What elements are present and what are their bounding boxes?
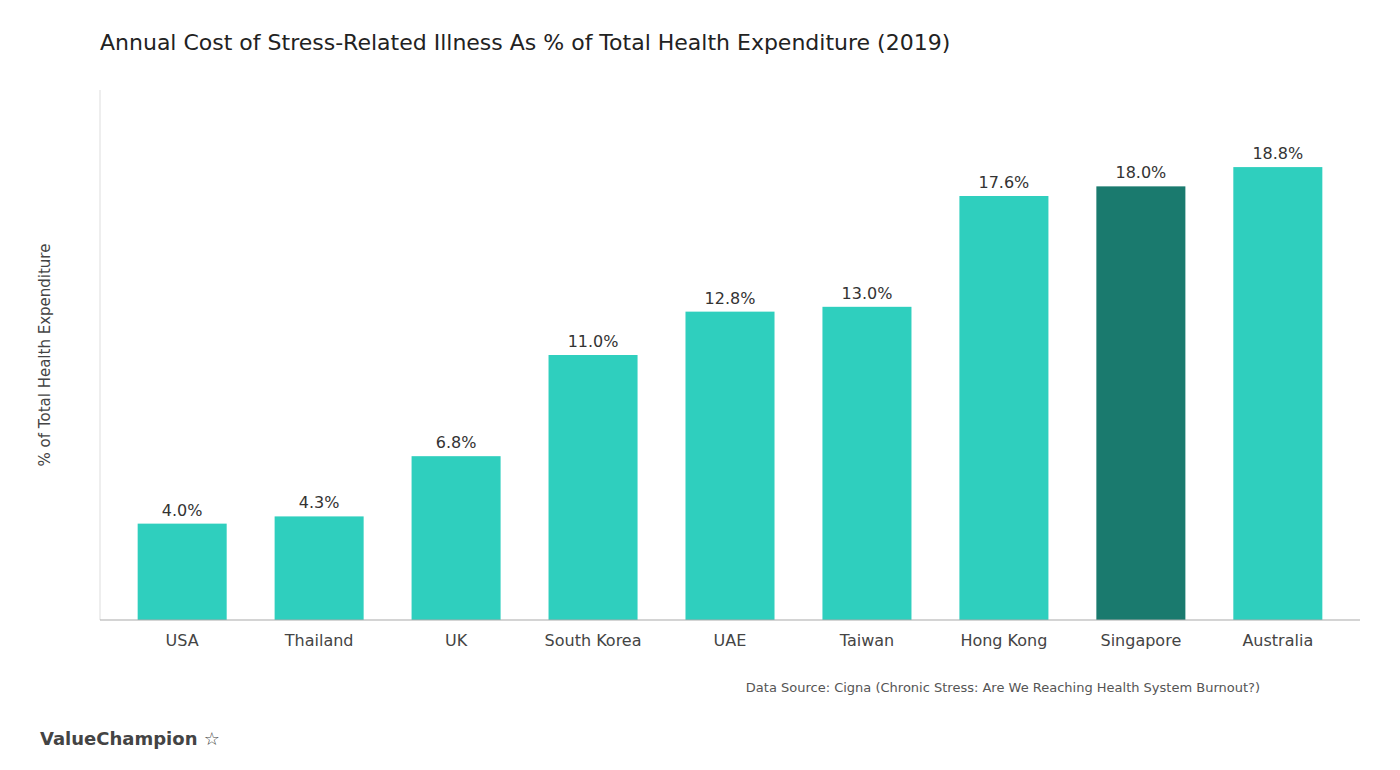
x-tick-label: Hong Kong xyxy=(960,631,1047,650)
y-axis-line xyxy=(100,90,101,620)
y-axis-label: % of Total Health Expenditure xyxy=(36,244,54,467)
title: Annual Cost of Stress-Related Illness As… xyxy=(100,30,950,55)
bar xyxy=(549,355,638,620)
data-label: 6.8% xyxy=(436,433,477,452)
x-tick-label: Taiwan xyxy=(839,631,894,650)
x-tick-label: Thailand xyxy=(284,631,354,650)
data-label: 4.0% xyxy=(162,501,203,520)
data-label: 11.0% xyxy=(568,332,619,351)
bar xyxy=(959,196,1048,620)
data-label: 18.0% xyxy=(1115,163,1166,182)
x-axis-line xyxy=(100,619,1360,620)
data-label: 4.3% xyxy=(299,493,340,512)
bar xyxy=(1096,186,1185,620)
data-label: 13.0% xyxy=(842,284,893,303)
source-note: Data Source: Cigna (Chronic Stress: Are … xyxy=(746,680,1260,695)
chart-container: Annual Cost of Stress-Related Illness As… xyxy=(0,0,1400,770)
data-label: 17.6% xyxy=(978,173,1029,192)
bars xyxy=(138,167,1323,620)
x-tick-label: South Korea xyxy=(545,631,642,650)
data-label: 18.8% xyxy=(1252,144,1303,163)
x-tick-label: UK xyxy=(445,631,468,650)
bar xyxy=(138,524,227,620)
data-label: 12.8% xyxy=(705,289,756,308)
watermark: ValueChampion ☆ xyxy=(40,728,220,749)
bar xyxy=(275,516,364,620)
bar xyxy=(412,456,501,620)
bar xyxy=(685,312,774,620)
bar xyxy=(822,307,911,620)
x-tick-label: Singapore xyxy=(1101,631,1182,650)
bar xyxy=(1233,167,1322,620)
x-tick-label: Australia xyxy=(1242,631,1313,650)
chart: Annual Cost of Stress-Related Illness As… xyxy=(0,0,1400,770)
x-tick-label: UAE xyxy=(714,631,747,650)
x-tick-label: USA xyxy=(166,631,199,650)
